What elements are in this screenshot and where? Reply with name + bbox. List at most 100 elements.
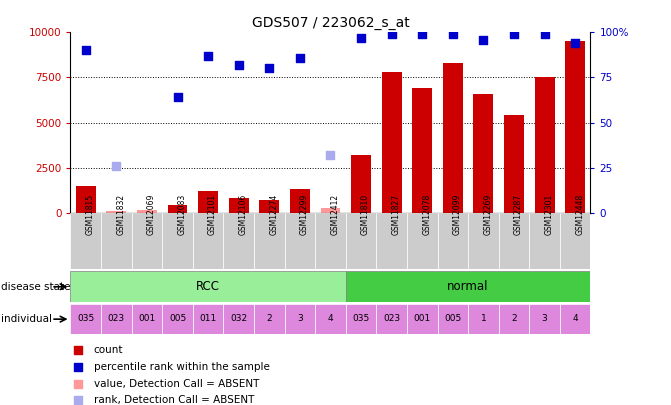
Bar — [468, 304, 499, 334]
Point — [172, 94, 183, 100]
Bar — [315, 213, 346, 269]
Bar — [162, 304, 193, 334]
Point — [264, 65, 274, 72]
Text: disease state: disease state — [1, 282, 71, 292]
Text: GSM12448: GSM12448 — [575, 194, 584, 235]
Bar — [223, 213, 254, 269]
Text: GSM11827: GSM11827 — [392, 194, 401, 235]
Bar — [468, 213, 499, 269]
Bar — [137, 210, 157, 213]
Bar — [351, 155, 371, 213]
Point — [356, 34, 366, 41]
Point — [417, 31, 427, 37]
Point — [203, 53, 213, 59]
Point — [111, 162, 121, 169]
Point — [570, 40, 580, 47]
Bar — [499, 213, 529, 269]
Text: 023: 023 — [108, 314, 125, 324]
Bar — [70, 271, 346, 302]
Bar — [437, 213, 468, 269]
Text: percentile rank within the sample: percentile rank within the sample — [94, 362, 270, 372]
Bar — [560, 213, 590, 269]
Text: 2: 2 — [266, 314, 272, 324]
Point — [478, 36, 488, 43]
Bar — [76, 185, 96, 213]
Bar — [346, 304, 376, 334]
Text: GSM12274: GSM12274 — [269, 194, 278, 235]
Text: GSM12078: GSM12078 — [422, 194, 431, 235]
Text: GSM11810: GSM11810 — [361, 194, 370, 235]
Bar — [254, 304, 285, 334]
Bar — [107, 211, 126, 213]
Bar — [70, 213, 101, 269]
Bar — [407, 213, 437, 269]
Title: GDS507 / 223062_s_at: GDS507 / 223062_s_at — [252, 16, 409, 30]
Bar — [504, 115, 524, 213]
Text: GSM12287: GSM12287 — [514, 194, 523, 235]
Bar — [321, 208, 340, 213]
Text: 035: 035 — [352, 314, 370, 324]
Bar — [315, 304, 346, 334]
Text: GSM12083: GSM12083 — [178, 194, 187, 235]
Text: GSM12106: GSM12106 — [239, 194, 248, 235]
Text: RCC: RCC — [196, 280, 220, 293]
Point — [295, 54, 305, 61]
Bar — [198, 191, 218, 213]
Point — [509, 31, 519, 37]
Bar — [407, 304, 437, 334]
Text: 001: 001 — [413, 314, 431, 324]
Point — [73, 364, 84, 370]
Bar — [529, 304, 560, 334]
Text: 023: 023 — [383, 314, 400, 324]
Point — [73, 347, 84, 354]
Bar — [162, 213, 193, 269]
Bar — [132, 304, 162, 334]
Bar — [101, 213, 132, 269]
Text: GSM12269: GSM12269 — [483, 194, 493, 235]
Bar — [529, 213, 560, 269]
Bar — [535, 77, 554, 213]
Point — [234, 62, 244, 68]
Text: GSM11832: GSM11832 — [116, 194, 125, 235]
Text: count: count — [94, 345, 123, 355]
Text: GSM12069: GSM12069 — [147, 194, 156, 235]
Text: GSM12299: GSM12299 — [300, 194, 309, 235]
Bar — [290, 189, 310, 213]
Bar — [229, 198, 249, 213]
Bar — [437, 304, 468, 334]
Text: value, Detection Call = ABSENT: value, Detection Call = ABSENT — [94, 379, 259, 389]
Text: GSM12412: GSM12412 — [330, 194, 340, 235]
Bar — [254, 213, 285, 269]
Bar — [70, 304, 101, 334]
Bar — [376, 304, 407, 334]
Text: 032: 032 — [230, 314, 247, 324]
Point — [73, 397, 84, 403]
Bar — [443, 63, 463, 213]
Bar — [346, 213, 376, 269]
Bar — [285, 304, 315, 334]
Text: GSM12301: GSM12301 — [545, 194, 554, 235]
Text: 011: 011 — [199, 314, 217, 324]
Text: 005: 005 — [169, 314, 186, 324]
Bar — [565, 41, 585, 213]
Text: 2: 2 — [511, 314, 517, 324]
Bar — [193, 304, 223, 334]
Text: individual: individual — [1, 314, 52, 324]
Bar — [193, 213, 223, 269]
Point — [81, 47, 91, 54]
Bar — [223, 304, 254, 334]
Bar — [560, 304, 590, 334]
Point — [539, 31, 550, 37]
Bar — [260, 200, 279, 213]
Text: 3: 3 — [297, 314, 303, 324]
Text: rank, Detection Call = ABSENT: rank, Detection Call = ABSENT — [94, 395, 254, 405]
Bar — [285, 213, 315, 269]
Text: 4: 4 — [327, 314, 333, 324]
Bar — [101, 304, 132, 334]
Bar — [376, 213, 407, 269]
Bar — [346, 271, 590, 302]
Text: GSM12101: GSM12101 — [208, 194, 217, 235]
Text: 3: 3 — [541, 314, 548, 324]
Text: GSM12099: GSM12099 — [453, 194, 462, 235]
Bar — [412, 88, 432, 213]
